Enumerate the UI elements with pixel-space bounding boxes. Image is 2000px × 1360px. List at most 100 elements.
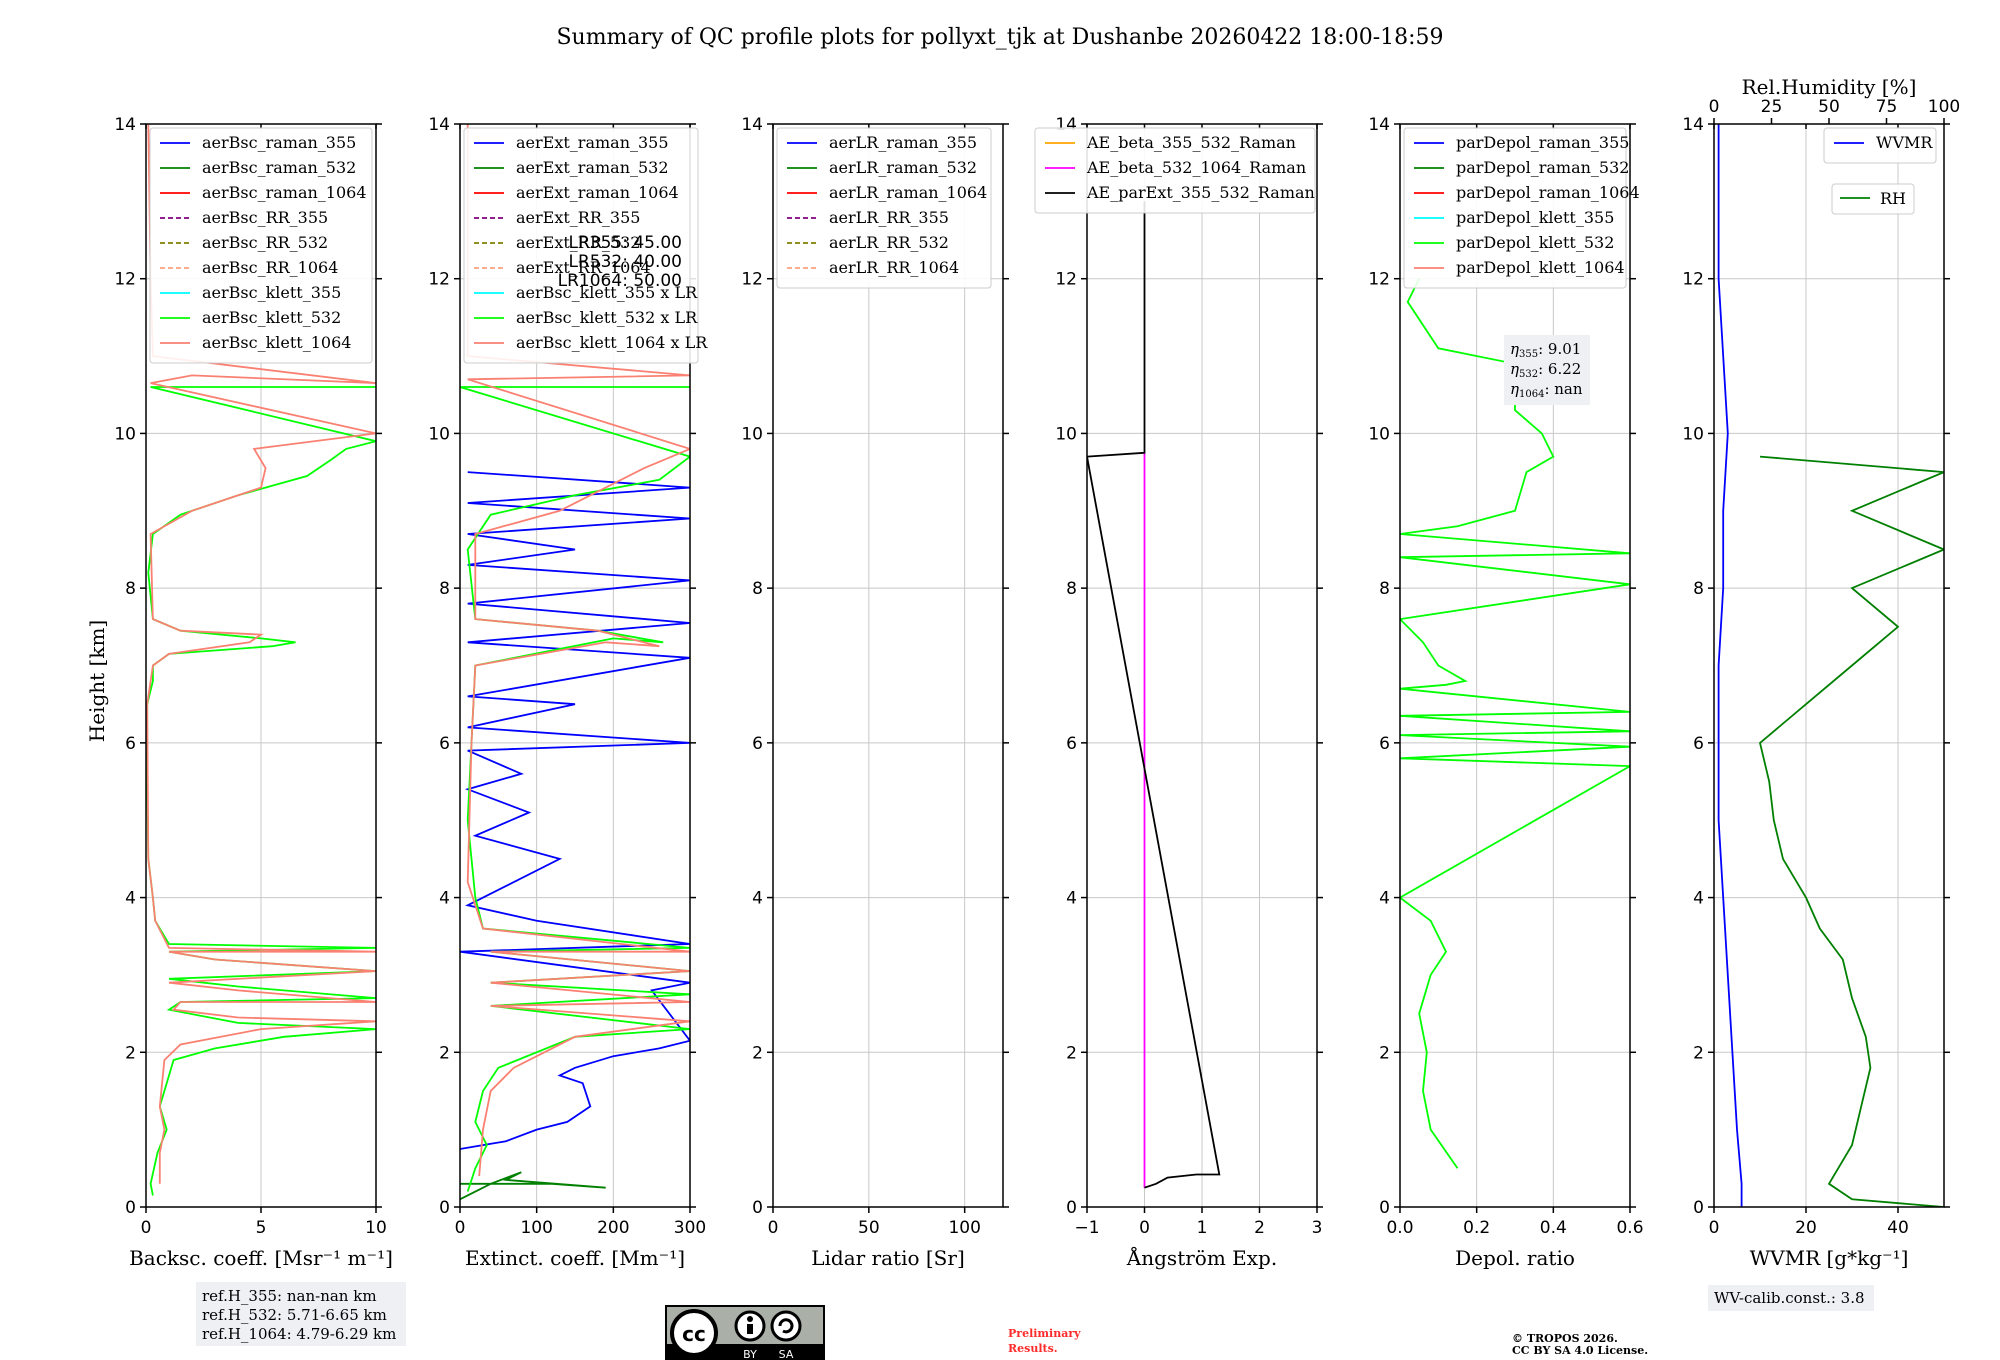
legend-entry: aerExt_RR_355 [516,208,640,227]
legend-box [776,127,992,289]
legend-box [149,127,373,364]
y-tick-label: 8 [752,579,763,599]
eta-line-532: η532: 6.22 [1510,360,1581,380]
legend: aerExt_raman_355 aerExt_raman_532 aerExt_r… [463,127,708,364]
legend: AE_beta_355_532_Raman AE_beta_532_1064_Ra… [1034,127,1316,214]
y-tick-label: 12 [114,270,136,290]
sa-icon [770,1310,802,1342]
legend-entry: aerBsc_klett_532 x LR [516,308,698,327]
x-tick-label: 0.4 [1540,1218,1567,1238]
legend-entry: aerExt_raman_1064 [516,183,679,202]
legend-entry: aerLR_raman_532 [829,158,977,177]
y-tick-label: 2 [752,1043,763,1063]
x-tick-label: 3 [1312,1218,1323,1238]
x-axis-label: Backsc. coeff. [Msr⁻¹ m⁻¹] [129,1246,393,1270]
x-tick-label: 20 [1795,1218,1817,1238]
y-tick-label: 10 [114,424,136,444]
legend-entry: aerExt_raman_355 [516,133,669,152]
series-line-aerext-raman-355 [460,471,690,1150]
legend-entry: aerLR_RR_532 [829,233,949,252]
y-tick-label: 12 [741,270,763,290]
panel-extinction: 0 100 200 300 0 2 4 6 8 10 12 14 Extinct. coeff. [Mm… [428,115,708,1270]
x-tick-label: 300 [674,1218,706,1238]
legend-entry: aerBsc_RR_532 [202,233,328,252]
legend-box-rh [1831,183,1915,215]
y-tick-label: 14 [114,115,136,135]
x-axis-label: Lidar ratio [Sr] [811,1246,965,1270]
legend: parDepol_raman_355 parDepol_raman_532 parD… [1403,127,1640,289]
legend-entry: aerBsc_klett_355 [202,283,341,302]
x-axis-label: Ångström Exp. [1126,1245,1277,1270]
y-tick-label: 8 [439,579,450,599]
legend-entry: aerBsc_RR_1064 [202,258,338,277]
y-tick-label: 0 [1379,1198,1390,1218]
series-line-wvmr [1717,124,1743,1207]
y-tick-label: 2 [439,1043,450,1063]
preliminary-line-1: Preliminary [1008,1327,1081,1340]
y-tick-label: 8 [1693,579,1704,599]
y-tick-label: 8 [1379,579,1390,599]
wv-calib-bg [1708,1285,1874,1311]
y-tick-label: 4 [1066,889,1077,909]
y-tick-label: 0 [752,1198,763,1218]
legend: aerLR_raman_355 aerLR_raman_532 aerLR_rama… [776,127,992,289]
y-tick-label: 4 [1379,889,1390,909]
series-line-rh [1758,455,1944,1207]
eta-line-1064: η1064: nan [1510,380,1583,400]
preliminary-line-2: Results. [1008,1342,1058,1355]
lr-box-line: LR532: 40.00 [568,252,682,272]
panel-depol: 0.0 0.2 0.4 0.6 0 2 4 6 8 10 12 14 Depol. ratio parDe… [1368,115,1643,1270]
y-tick-label: 0 [439,1198,450,1218]
y-tick-label: 4 [439,889,450,909]
y-tick-label: 10 [741,424,763,444]
y-tick-label: 2 [1379,1043,1390,1063]
x-tick-label: 0.0 [1386,1218,1413,1238]
top-x-tick-label: 100 [1928,97,1960,117]
y-tick-label: 14 [741,115,763,135]
legend-entry: AE_parExt_355_532_Raman [1086,183,1315,202]
y-tick-label: 10 [1682,424,1704,444]
panel-frame [1713,123,1945,1208]
legend-entry: aerBsc_klett_1064 [202,333,351,352]
panel-backscatter: 0 5 10 0 2 4 6 8 10 12 14 Backsc. coeff. [Msr⁻¹ m⁻¹… [114,115,393,1270]
y-tick-label: 2 [125,1043,136,1063]
y-tick-label: 12 [1682,270,1704,290]
series-line-aerbsc-klett-532-x-lr [460,386,690,1192]
x-tick-label: 0 [1709,1218,1720,1238]
legend-entry: aerLR_raman_1064 [829,183,987,202]
x-tick-label: 50 [858,1218,880,1238]
y-axis-label: Height [km] [85,620,109,742]
x-tick-label: 1 [1197,1218,1208,1238]
y-tick-label: 6 [1066,734,1077,754]
x-tick-label: 200 [597,1218,629,1238]
ref-height-1064: ref.H_1064: 4.79-6.29 km [202,1325,396,1343]
panel-frame [459,123,691,1208]
series-group [1400,278,1630,1169]
legend-box [1034,127,1316,214]
y-tick-label: 12 [1055,270,1077,290]
top-x-tick-label: 75 [1876,97,1898,117]
series-line-aerbsc-klett-532 [146,386,376,1196]
y-tick-label: 0 [1693,1198,1704,1218]
y-tick-label: 10 [1055,424,1077,444]
y-tick-label: 8 [125,579,136,599]
cc-by-text: BY [743,1348,757,1360]
legend-entry: parDepol_klett_1064 [1456,258,1625,277]
series-line-aerbsc-klett-1064 [146,124,376,1184]
legend-entry: aerBsc_raman_1064 [202,183,367,202]
y-tick-label: 10 [428,424,450,444]
panel-lidar_ratio: 0 50 100 0 2 4 6 8 10 12 14 Lidar ratio [Sr] aerLR_r… [741,115,1009,1270]
legend-entry: parDepol_klett_532 [1456,233,1614,252]
eta-box-bg [1504,335,1590,405]
ref-height-532: ref.H_532: 5.71-6.65 km [202,1306,387,1324]
by-icon-head [747,1316,753,1322]
y-tick-label: 6 [752,734,763,754]
y-tick-label: 4 [752,889,763,909]
legend-entry: aerBsc_raman_532 [202,158,356,177]
y-tick-label: 14 [1368,115,1390,135]
y-tick-label: 14 [428,115,450,135]
legend-entry: aerExt_RR_532 [516,233,640,252]
y-tick-label: 6 [125,734,136,754]
